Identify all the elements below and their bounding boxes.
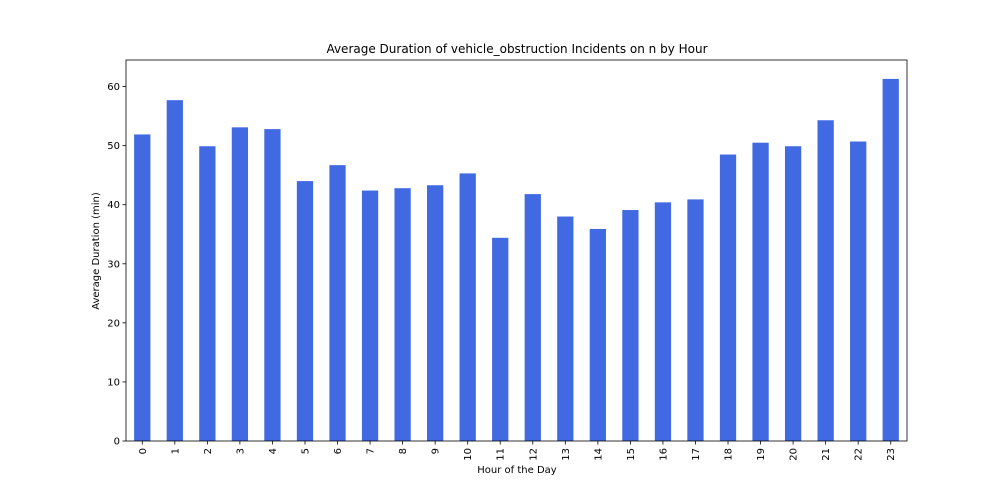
bar-hour-2 <box>199 146 216 442</box>
y-tick-label: 10 <box>107 377 120 388</box>
x-tick-label: 0 <box>138 448 149 454</box>
bar-hour-7 <box>361 190 379 441</box>
y-tick-label: 60 <box>107 82 120 93</box>
x-tick-label: 3 <box>235 448 246 454</box>
x-tick-label: 19 <box>756 448 767 461</box>
x-tick-label: 12 <box>528 448 539 461</box>
bar-hour-14 <box>589 228 606 441</box>
bar-hour-22 <box>850 141 867 441</box>
x-tick-label: 10 <box>463 448 474 461</box>
bar-hour-6 <box>329 165 346 441</box>
bar-hour-4 <box>264 129 281 442</box>
y-axis-title: Average Duration (min) <box>91 192 102 310</box>
x-tick-label: 5 <box>300 448 311 454</box>
x-tick-label: 6 <box>333 448 344 454</box>
x-tick-label: 17 <box>691 448 702 461</box>
x-tick-label: 15 <box>626 448 637 461</box>
bar-hour-3 <box>231 127 249 441</box>
bar-hour-19 <box>752 142 769 441</box>
bar-hour-8 <box>394 188 411 441</box>
x-tick-label: 2 <box>203 448 214 454</box>
bar-hour-0 <box>134 134 151 441</box>
bar-hour-11 <box>492 237 509 441</box>
y-tick-label: 0 <box>114 437 120 448</box>
bar-hour-10 <box>459 173 476 441</box>
bar-hour-9 <box>427 185 444 441</box>
chart-title: Average Duration of vehicle_obstruction … <box>326 42 707 56</box>
x-tick-label: 18 <box>724 448 735 461</box>
x-tick-label: 9 <box>431 448 442 454</box>
x-tick-label: 21 <box>821 448 832 461</box>
x-tick-label: 22 <box>854 448 865 461</box>
bar-hour-13 <box>557 216 574 441</box>
bar-hour-20 <box>784 146 802 442</box>
bar-hour-12 <box>524 194 541 441</box>
x-tick-label: 13 <box>561 448 572 461</box>
bar-hour-21 <box>817 120 834 441</box>
bar-hour-16 <box>654 202 672 441</box>
bar-hour-1 <box>166 100 183 442</box>
bar-hour-17 <box>687 199 704 441</box>
plot-frame <box>125 59 908 442</box>
x-tick-label: 11 <box>496 448 507 461</box>
bar-hour-23 <box>882 78 899 442</box>
x-axis-title: Hour of the Day <box>477 465 557 476</box>
y-tick-label: 40 <box>107 200 120 211</box>
bar-hour-18 <box>719 154 737 441</box>
y-tick-label: 30 <box>107 259 120 270</box>
x-tick-label: 23 <box>886 448 897 461</box>
x-tick-label: 1 <box>170 448 181 454</box>
bar-hour-5 <box>296 181 314 441</box>
x-tick-label: 16 <box>658 448 669 461</box>
x-tick-label: 20 <box>789 448 800 461</box>
x-tick-label: 7 <box>366 448 377 454</box>
x-tick-label: 8 <box>398 448 409 454</box>
x-tick-label: 14 <box>593 448 604 461</box>
y-tick-label: 50 <box>107 141 120 152</box>
y-tick-label: 20 <box>107 318 120 329</box>
x-tick-label: 4 <box>268 448 279 454</box>
bar-hour-15 <box>622 210 639 441</box>
